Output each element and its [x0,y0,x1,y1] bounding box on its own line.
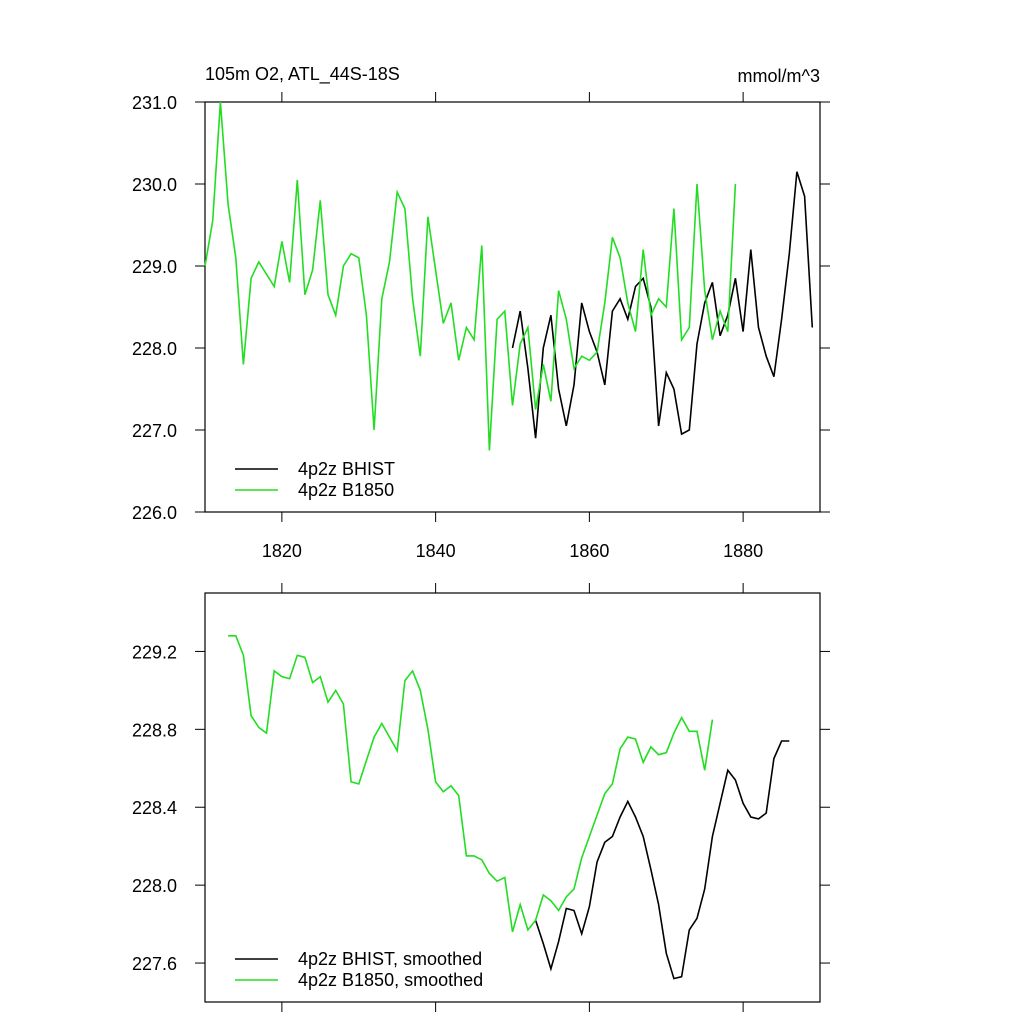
plot-frame [204,592,821,1003]
x-tick-label: 1860 [569,541,609,561]
x-tick-label: 1820 [262,541,302,561]
legend-label: 4p2z B1850 [298,480,394,500]
y-tick-label: 227.0 [132,421,177,441]
data-line [511,171,814,439]
data-line [204,101,737,451]
units-label: mmol/m^3 [738,66,820,86]
x-tick-label: 1880 [723,541,763,561]
legend-label: 4p2z BHIST, smoothed [298,949,482,969]
y-tick-label: 229.0 [132,257,177,277]
y-tick-label: 228.0 [132,876,177,896]
y-tick-label: 227.6 [132,954,177,974]
y-tick-label: 228.0 [132,339,177,359]
x-tick-label: 1840 [416,541,456,561]
legend-label: 4p2z BHIST [298,459,395,479]
y-tick-label: 230.0 [132,175,177,195]
data-line [534,740,790,980]
data-line [228,635,714,933]
y-tick-label: 226.0 [132,503,177,523]
y-tick-label: 229.2 [132,642,177,662]
legend-label: 4p2z B1850, smoothed [298,970,483,990]
chart-title: 105m O2, ATL_44S-18S [205,64,400,85]
plot-frame [204,101,821,513]
y-tick-label: 231.0 [132,93,177,113]
y-tick-label: 228.8 [132,720,177,740]
y-tick-label: 228.4 [132,798,177,818]
